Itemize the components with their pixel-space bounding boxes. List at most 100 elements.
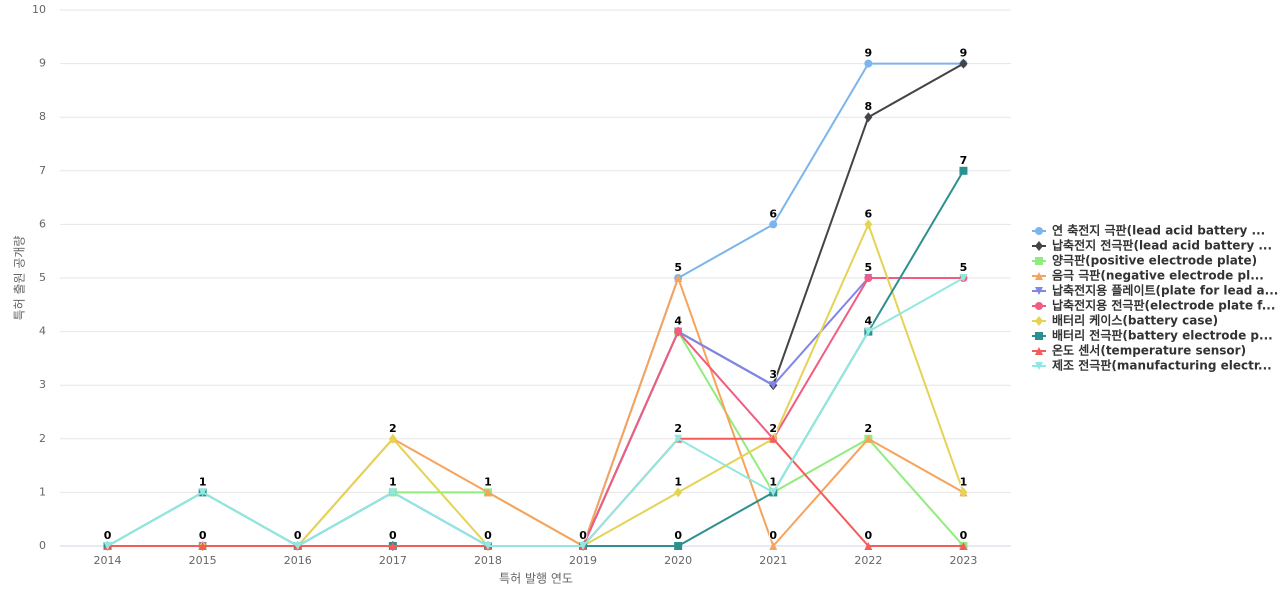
point — [1035, 272, 1043, 280]
series-line — [107, 277, 964, 547]
x-axis-title: 특허 발행 연도 — [499, 571, 573, 586]
point — [388, 488, 397, 497]
x-tick-label: 2017 — [379, 554, 407, 567]
point — [388, 433, 397, 444]
data-label: 0 — [294, 529, 302, 542]
data-label: 1 — [389, 475, 397, 488]
point — [1035, 287, 1043, 295]
data-label: 1 — [960, 475, 968, 488]
point — [1035, 227, 1043, 235]
point — [674, 327, 683, 336]
y-tick-label: 2 — [39, 432, 46, 445]
x-tick-label: 2022 — [854, 554, 882, 567]
data-label: 7 — [960, 154, 968, 167]
point — [769, 542, 778, 550]
point — [959, 487, 968, 498]
point — [103, 542, 112, 550]
data-label: 1 — [674, 475, 682, 488]
data-label: 4 — [674, 315, 682, 328]
point — [959, 274, 968, 282]
data-label: 4 — [865, 315, 873, 328]
point — [293, 542, 302, 550]
point — [1035, 347, 1043, 355]
point — [483, 488, 492, 497]
y-tick-label: 10 — [32, 3, 46, 16]
point — [674, 274, 683, 282]
legend-item[interactable]: 음극 극판(negative electrode pl... — [1032, 268, 1264, 283]
point — [1035, 241, 1043, 251]
legend-item[interactable]: 양극판(positive electrode plate) — [1032, 253, 1257, 268]
point — [769, 381, 778, 390]
data-label: 0 — [104, 529, 112, 542]
legend-item[interactable]: 배터리 전극판(battery electrode p... — [1032, 328, 1273, 343]
x-tick-label: 2018 — [474, 554, 502, 567]
data-label: 2 — [389, 422, 397, 435]
point — [864, 274, 873, 282]
series — [103, 274, 968, 550]
data-label: 8 — [865, 100, 873, 113]
data-label: 0 — [199, 529, 207, 542]
data-label: 1 — [199, 475, 207, 488]
point — [483, 542, 492, 550]
legend-label: 양극판(positive electrode plate) — [1052, 253, 1257, 268]
x-tick-label: 2019 — [569, 554, 597, 567]
series-line — [107, 277, 964, 547]
series — [103, 59, 968, 550]
y-tick-label: 9 — [39, 57, 46, 70]
data-label: 6 — [865, 207, 873, 220]
y-tick-label: 7 — [39, 164, 46, 177]
point — [1035, 257, 1043, 265]
legend-item[interactable]: 연 축전지 극판(lead acid battery ... — [1032, 223, 1265, 238]
point — [864, 219, 873, 230]
y-tick-label: 1 — [39, 485, 46, 498]
legend-item[interactable]: 온도 센서(temperature sensor) — [1032, 343, 1246, 358]
point — [959, 58, 968, 69]
point — [198, 542, 207, 550]
point — [198, 488, 207, 497]
data-label: 9 — [960, 47, 968, 60]
data-label: 5 — [960, 261, 968, 274]
point — [1035, 362, 1043, 370]
legend-item[interactable]: 납축전지용 플레이트(plate for lead a... — [1032, 283, 1278, 298]
y-tick-label: 6 — [39, 217, 46, 230]
data-label: 0 — [674, 529, 682, 542]
point — [864, 327, 873, 336]
point — [769, 488, 778, 497]
data-label: 2 — [865, 422, 873, 435]
legend-item[interactable]: 납축전지 전극판(lead acid battery ... — [1032, 238, 1272, 253]
legend-label: 음극 극판(negative electrode pl... — [1052, 268, 1264, 283]
point — [1035, 316, 1043, 326]
point — [674, 434, 683, 443]
data-label: 3 — [769, 368, 777, 381]
y-tick-label: 5 — [39, 271, 46, 284]
point — [864, 112, 873, 123]
legend-label: 배터리 케이스(battery case) — [1052, 313, 1218, 328]
data-label: 1 — [769, 475, 777, 488]
point — [769, 434, 778, 443]
legend-item[interactable]: 납축전지용 전극판(electrode plate f... — [1032, 298, 1275, 313]
series-line — [107, 62, 964, 547]
point — [674, 487, 683, 498]
point — [864, 59, 873, 68]
y-tick-label: 4 — [39, 325, 46, 338]
legend-label: 제조 전극판(manufacturing electr... — [1052, 358, 1272, 373]
series — [103, 58, 968, 551]
legend-label: 납축전지용 전극판(electrode plate f... — [1052, 298, 1275, 313]
point — [959, 166, 968, 175]
data-label: 0 — [960, 529, 968, 542]
x-tick-label: 2023 — [949, 554, 977, 567]
x-tick-label: 2015 — [189, 554, 217, 567]
legend-item[interactable]: 제조 전극판(manufacturing electr... — [1032, 358, 1272, 373]
series-line — [107, 62, 964, 547]
point — [959, 542, 968, 550]
data-label: 0 — [769, 529, 777, 542]
legend-label: 배터리 전극판(battery electrode p... — [1052, 328, 1273, 343]
point — [864, 542, 873, 550]
data-label: 6 — [769, 207, 777, 220]
point — [1035, 332, 1043, 340]
x-tick-label: 2020 — [664, 554, 692, 567]
legend-item[interactable]: 배터리 케이스(battery case) — [1032, 313, 1218, 328]
point — [674, 542, 683, 550]
legend-label: 납축전지 전극판(lead acid battery ... — [1052, 238, 1272, 253]
